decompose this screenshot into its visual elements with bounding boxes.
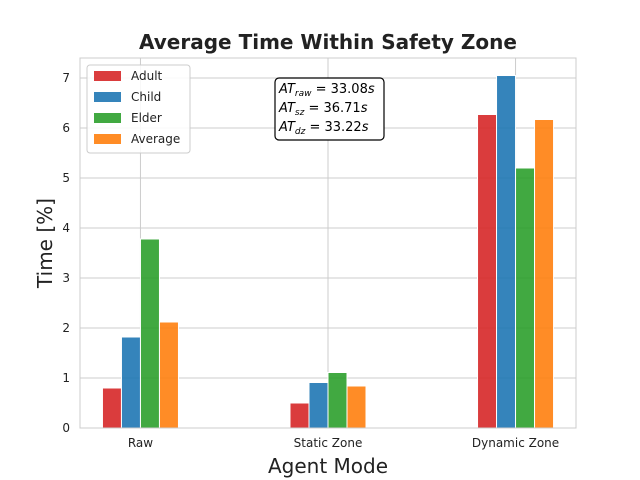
y-tick-label: 2: [62, 321, 70, 335]
y-tick-label: 5: [62, 171, 70, 185]
legend-label: Child: [131, 90, 161, 104]
y-tick-label: 1: [62, 371, 70, 385]
bar-elder-static-zone: [327, 372, 348, 429]
bar-average-static-zone: [346, 385, 367, 429]
y-ticks: 0 1 2 3 4 5 6 7: [62, 71, 70, 435]
annotation-line: ATsz = 36.71s: [278, 101, 368, 118]
y-tick-label: 4: [62, 221, 70, 235]
x-tick-label: Raw: [128, 436, 153, 450]
annotation-line: ATdz = 33.22s: [278, 120, 369, 137]
bar-elder-dynamic-zone: [515, 167, 536, 429]
y-axis-label: Time [%]: [33, 198, 57, 289]
bar-adult-static-zone: [289, 402, 310, 429]
x-ticks: Raw Static Zone Dynamic Zone: [128, 436, 559, 450]
legend-label: Elder: [131, 111, 162, 125]
annotation-frame: [274, 77, 385, 141]
legend-label: Average: [131, 132, 180, 146]
bar-average-raw: [158, 321, 179, 429]
x-tick-label: Static Zone: [294, 436, 363, 450]
legend: Adult Child Elder Average: [86, 64, 191, 154]
legend-frame: [86, 64, 191, 154]
y-tick-label: 7: [62, 71, 70, 85]
bar-child-static-zone: [308, 382, 329, 429]
bar-child-dynamic-zone: [496, 75, 517, 429]
x-axis-label: Agent Mode: [268, 454, 388, 478]
bar-child-raw: [120, 336, 141, 429]
y-tick-label: 6: [62, 121, 70, 135]
chart-title: Average Time Within Safety Zone: [139, 30, 517, 54]
legend-label: Adult: [131, 69, 163, 83]
plot-frame: [79, 57, 577, 429]
bar-adult-raw: [101, 387, 122, 429]
legend-swatch: [94, 134, 121, 144]
annotation-line: ATraw = 33.08s: [278, 82, 375, 99]
y-tick-label: 0: [62, 421, 70, 435]
bar-elder-raw: [139, 238, 160, 429]
annotation-box: ATraw = 33.08s ATsz = 36.71s ATdz = 33.22s: [274, 77, 385, 141]
y-tick-label: 3: [62, 271, 70, 285]
legend-swatch: [94, 71, 121, 81]
legend-swatch: [94, 113, 121, 123]
x-tick-label: Dynamic Zone: [472, 436, 559, 450]
legend-swatch: [94, 92, 121, 102]
bar-adult-dynamic-zone: [477, 114, 498, 429]
bar-average-dynamic-zone: [534, 119, 555, 429]
